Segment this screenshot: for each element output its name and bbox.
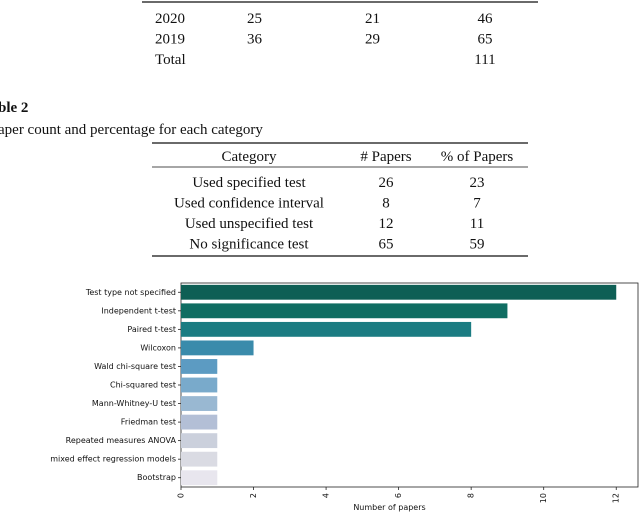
- y-tick-label: Bootstrap: [137, 473, 176, 482]
- table-cell: 8: [382, 196, 390, 212]
- bar: [181, 321, 472, 337]
- table-header: % of Papers: [441, 149, 514, 165]
- bar: [181, 451, 218, 467]
- table-cell: 25: [247, 11, 262, 27]
- table-cell: 65: [478, 32, 493, 48]
- table-cell: 23: [470, 175, 485, 191]
- table-cell: No significance test: [189, 237, 309, 253]
- bar: [181, 396, 218, 411]
- table-cell: Used specified test: [192, 175, 306, 191]
- table-cell: Used confidence interval: [174, 196, 324, 212]
- y-tick-label: Repeated measures ANOVA: [66, 436, 177, 445]
- y-tick-label: Mann-Whitney-U test: [92, 399, 176, 408]
- y-tick-label: mixed effect regression models: [50, 455, 176, 464]
- x-tick-label: 8: [467, 493, 476, 498]
- table-cell: 46: [478, 11, 494, 27]
- table-cell: 7: [473, 196, 481, 212]
- bar: [181, 359, 218, 374]
- table-cell: Used unspecified test: [185, 216, 314, 232]
- x-axis-label: Number of papers: [353, 503, 425, 512]
- x-tick-label: 2: [249, 493, 258, 498]
- table-cell: 2020: [155, 11, 185, 27]
- table-cell: 36: [247, 32, 263, 48]
- y-tick-label: Wald chi-square test: [94, 362, 176, 371]
- table-cell: 59: [470, 237, 485, 253]
- x-tick-label: 4: [322, 493, 331, 498]
- y-tick-label: Friedman test: [121, 418, 176, 427]
- x-tick-label: 10: [539, 493, 548, 503]
- x-tick-label: 6: [394, 493, 403, 498]
- table-cell: Total: [155, 52, 186, 68]
- table-cell: 65: [379, 237, 394, 253]
- y-tick-label: Independent t-test: [101, 306, 176, 315]
- table-cell: 29: [365, 32, 380, 48]
- bar: [181, 303, 508, 319]
- bar: [181, 470, 218, 486]
- table-header: Category: [222, 149, 277, 165]
- bar: [181, 433, 218, 449]
- y-tick-label: Chi-squared test: [110, 381, 176, 390]
- table-cell: 111: [474, 52, 495, 68]
- table-2: Category # Papers % of Papers Used specifie…: [174, 149, 513, 253]
- bar: [181, 340, 254, 356]
- x-tick-label: 0: [177, 493, 186, 498]
- table-1: 2020 25 21 46 2019 36 29 65 Total 111: [155, 11, 496, 68]
- table-cell: 11: [470, 216, 484, 232]
- chart: 0 2 4 6 8 10 12 Number of papers Test type not s…: [50, 282, 639, 512]
- table-cell: 21: [365, 11, 380, 27]
- table-label: ble 2: [0, 100, 28, 116]
- table-cell: 26: [379, 175, 395, 191]
- x-tick-label: 12: [612, 493, 621, 503]
- bar: [181, 284, 617, 300]
- y-tick-label: Wilcoxon: [140, 343, 176, 352]
- table-cell: 2019: [155, 32, 185, 48]
- y-tick-label: Test type not specified: [85, 288, 176, 297]
- table-cell: 12: [379, 216, 394, 232]
- table-caption: aper count and percentage for each categ…: [0, 122, 263, 138]
- bar: [181, 377, 218, 393]
- y-tick-label: Paired t-test: [127, 325, 176, 334]
- table-header: # Papers: [360, 149, 411, 165]
- bar: [181, 414, 218, 430]
